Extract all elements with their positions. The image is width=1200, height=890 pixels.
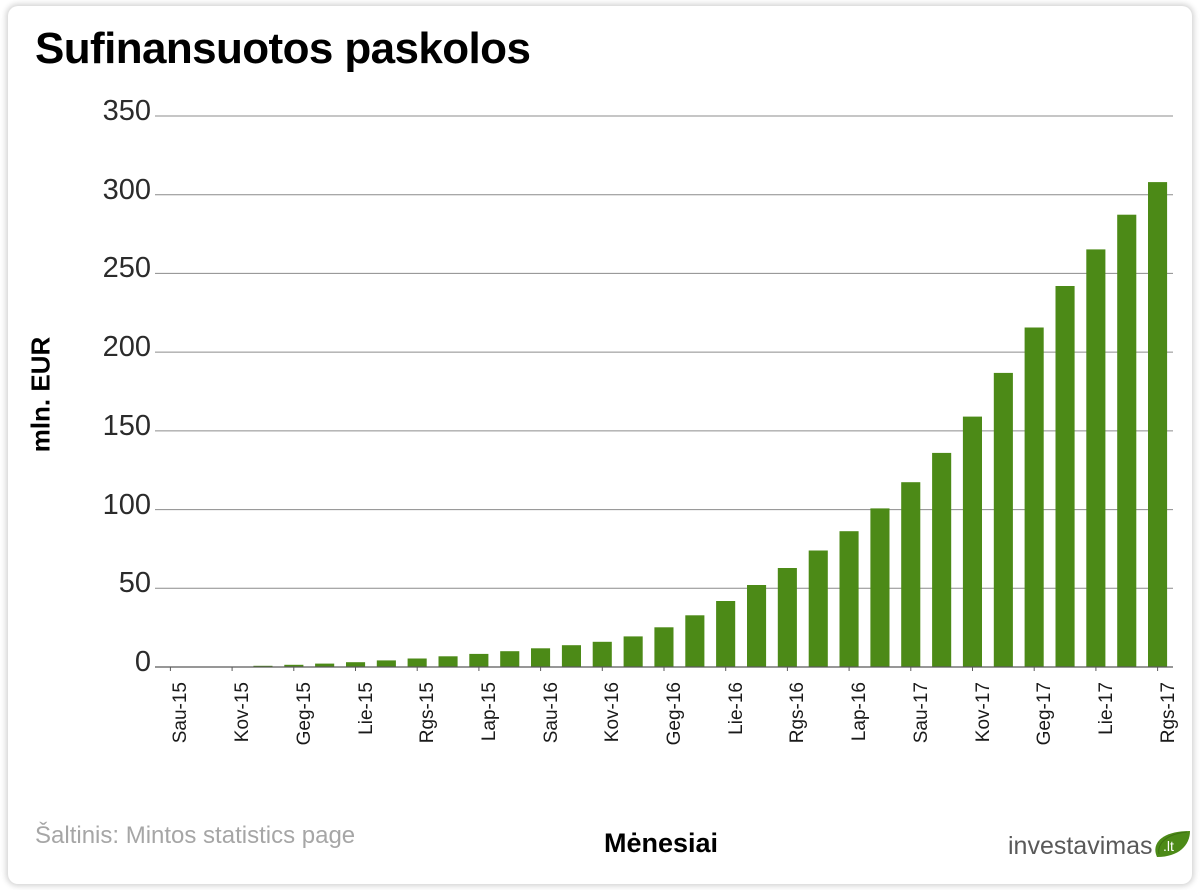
svg-text:.lt: .lt: [1163, 838, 1174, 854]
